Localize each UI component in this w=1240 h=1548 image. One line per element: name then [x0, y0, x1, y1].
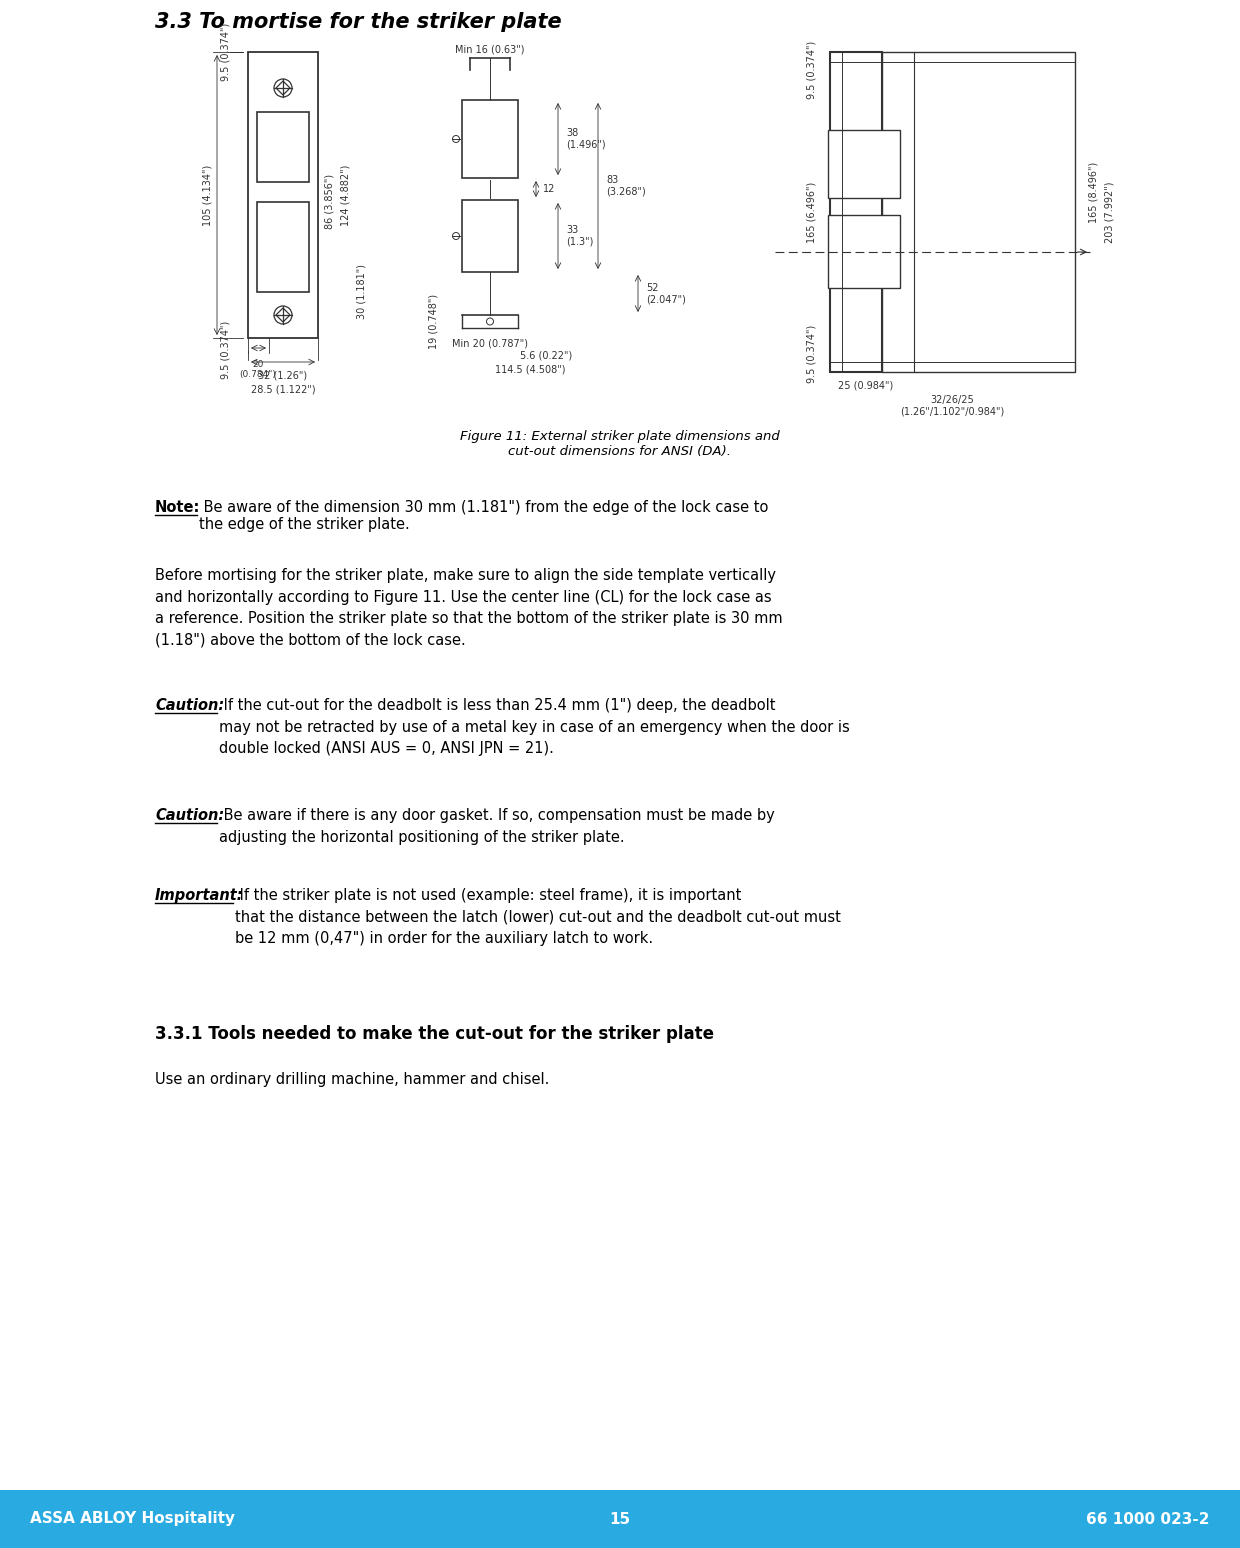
Text: 165 (8.496"): 165 (8.496") [1087, 161, 1097, 223]
Text: 30 (1.181"): 30 (1.181") [357, 265, 367, 319]
Bar [257, 201, 309, 293]
Text: 3.3.1 Tools needed to make the cut-out for the striker plate: 3.3.1 Tools needed to make the cut-out f… [155, 1025, 714, 1043]
Text: 19 (0.748"): 19 (0.748") [429, 294, 439, 348]
Text: ASSA ABLOY Hospitality: ASSA ABLOY Hospitality [30, 1511, 236, 1526]
Text: 5.6 (0.22"): 5.6 (0.22") [520, 350, 572, 361]
Text: Caution:: Caution: [155, 698, 224, 714]
Text: 9.5 (0.374"): 9.5 (0.374") [807, 40, 817, 99]
Text: 9.5 (0.374"): 9.5 (0.374") [221, 320, 231, 379]
Text: 52
(2.047"): 52 (2.047") [646, 283, 686, 305]
Text: 86 (3.856"): 86 (3.856") [325, 173, 335, 229]
Text: (1.26"/1.102"/0.984"): (1.26"/1.102"/0.984") [900, 407, 1004, 416]
Bar [248, 53, 317, 337]
Text: 28.5 (1.122"): 28.5 (1.122") [250, 384, 315, 395]
Bar [828, 215, 900, 288]
Text: 33
(1.3"): 33 (1.3") [565, 224, 594, 246]
Text: 15: 15 [609, 1511, 631, 1526]
Text: 32 (1.26"): 32 (1.26") [258, 370, 308, 379]
Text: 105 (4.134"): 105 (4.134") [203, 164, 213, 226]
Bar [463, 101, 518, 178]
Text: 9.5 (0.374"): 9.5 (0.374") [221, 23, 231, 80]
Bar [463, 200, 518, 272]
Text: 20
(0.784"): 20 (0.784") [239, 361, 277, 379]
Text: 83
(3.268"): 83 (3.268") [606, 175, 646, 197]
Text: Min 20 (0.787"): Min 20 (0.787") [453, 337, 528, 348]
Text: 66 1000 023-2: 66 1000 023-2 [1086, 1511, 1210, 1526]
Text: 12: 12 [543, 184, 556, 194]
Text: Caution:: Caution: [155, 808, 224, 824]
Bar [882, 53, 1075, 372]
Text: If the striker plate is not used (example: steel frame), it is important
that th: If the striker plate is not used (exampl… [236, 889, 841, 946]
Text: Min 16 (0.63"): Min 16 (0.63") [455, 43, 525, 54]
Text: 32/26/25: 32/26/25 [931, 395, 975, 406]
Bar [828, 130, 900, 198]
Bar [830, 53, 882, 372]
Text: 165 (6.496"): 165 (6.496") [807, 181, 817, 243]
Text: 203 (7.992"): 203 (7.992") [1105, 181, 1115, 243]
Text: Be aware of the dimension 30 mm (1.181") from the edge of the lock case to
the e: Be aware of the dimension 30 mm (1.181")… [198, 500, 769, 533]
Text: Important:: Important: [155, 889, 243, 902]
Text: 3.3 To mortise for the striker plate: 3.3 To mortise for the striker plate [155, 12, 562, 33]
Bar [0, 1491, 1240, 1548]
Text: Use an ordinary drilling machine, hammer and chisel.: Use an ordinary drilling machine, hammer… [155, 1073, 549, 1087]
Text: 9.5 (0.374"): 9.5 (0.374") [807, 325, 817, 382]
Text: If the cut-out for the deadbolt is less than 25.4 mm (1") deep, the deadbolt
may: If the cut-out for the deadbolt is less … [219, 698, 849, 757]
Text: Figure 11: External striker plate dimensions and
cut-out dimensions for ANSI (DA: Figure 11: External striker plate dimens… [460, 430, 780, 458]
Text: 124 (4.882"): 124 (4.882") [341, 164, 351, 226]
Text: 38
(1.496"): 38 (1.496") [565, 128, 605, 150]
Text: Note:: Note: [155, 500, 201, 515]
Text: 25 (0.984"): 25 (0.984") [838, 379, 894, 390]
Bar [257, 111, 309, 183]
Text: 114.5 (4.508"): 114.5 (4.508") [495, 364, 565, 375]
Text: Before mortising for the striker plate, make sure to align the side template ver: Before mortising for the striker plate, … [155, 568, 782, 647]
Text: Be aware if there is any door gasket. If so, compensation must be made by
adjust: Be aware if there is any door gasket. If… [219, 808, 775, 845]
